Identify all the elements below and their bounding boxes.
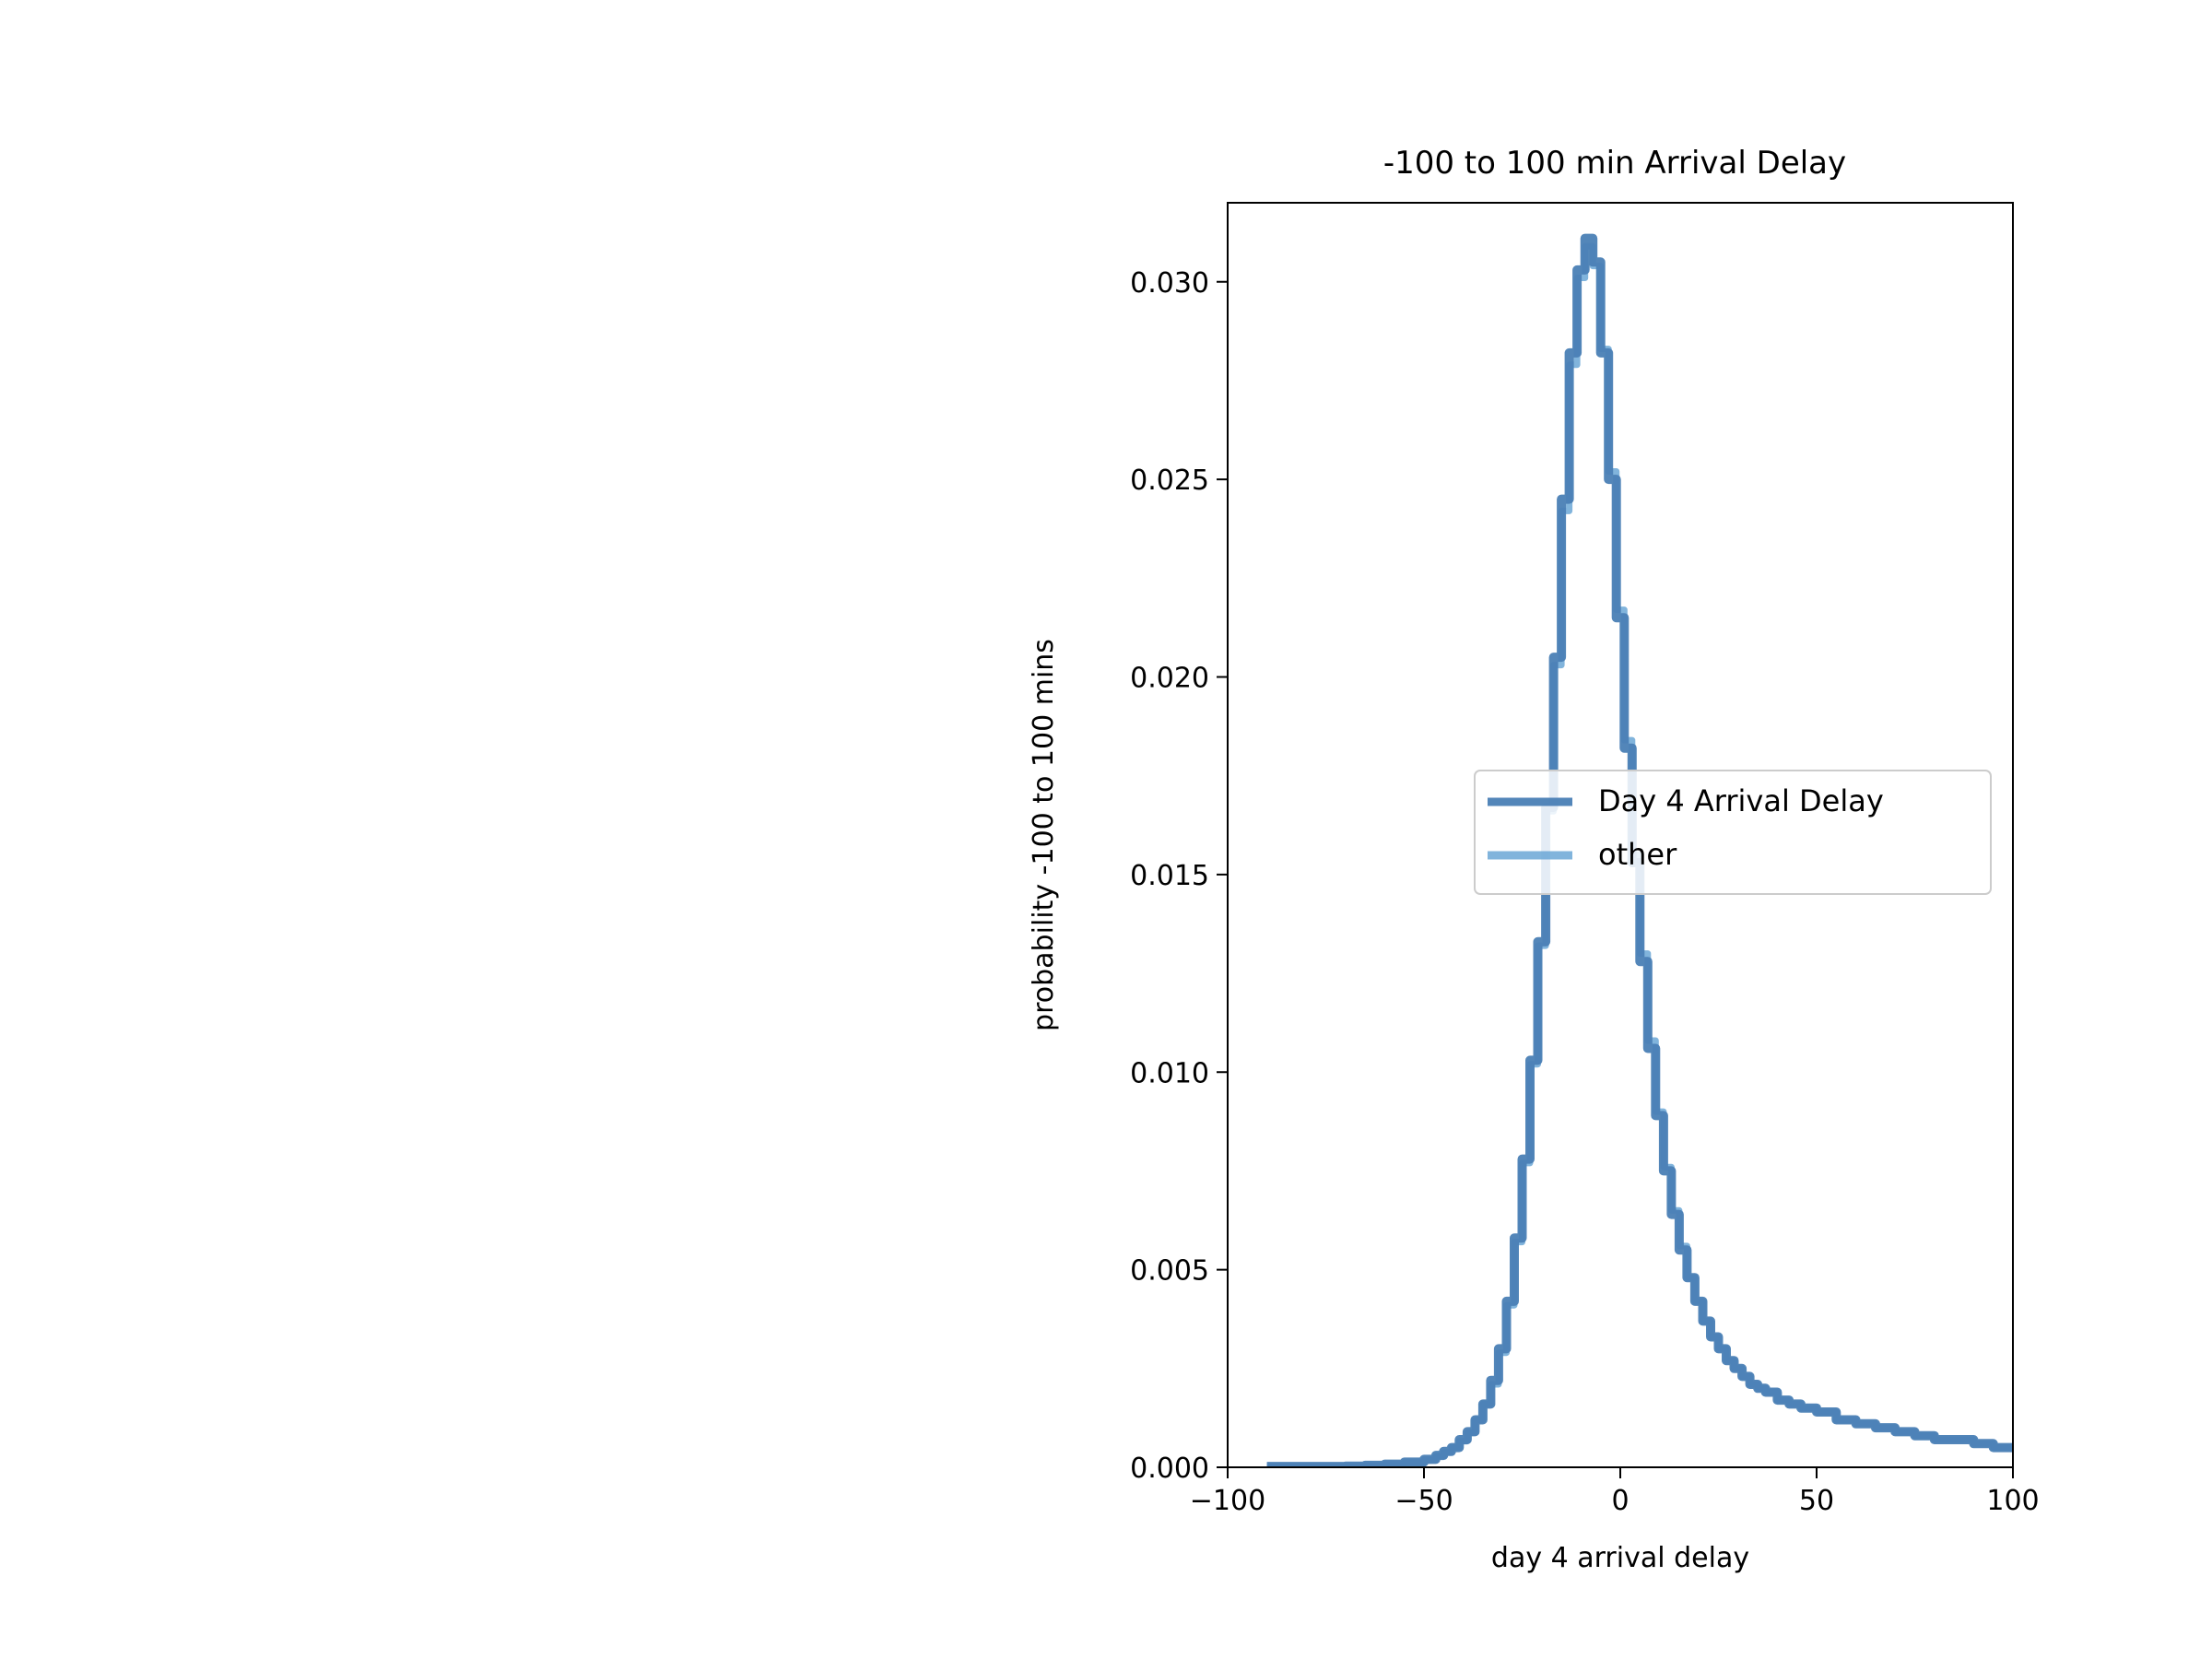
series-line-day-4-arrival-delay [1266,233,2013,1467]
y-tick-label: 0.030 [1130,267,1209,300]
legend: Day 4 Arrival Delay other [1474,770,1992,895]
legend-box [1474,770,1992,895]
x-axis-label: day 4 arrival delay [1491,1542,1749,1574]
y-tick-label: 0.020 [1130,663,1209,695]
y-tick-label: 0.000 [1130,1453,1209,1485]
y-tick-label: 0.025 [1130,465,1209,497]
chart-title: -100 to 100 min Arrival Delay [1383,145,1846,182]
y-tick-label: 0.005 [1130,1255,1209,1288]
y-tick-label: 0.010 [1130,1057,1209,1089]
y-axis-label: probability -100 to 100 mins [1028,639,1060,1031]
legend-label-other: other [1598,837,1677,872]
x-tick-label: −50 [1394,1485,1453,1517]
x-axis-ticks: −100 −50 0 50 100 [1190,1467,2040,1517]
x-tick-label: 100 [1986,1485,2039,1517]
x-tick-label: −100 [1190,1485,1265,1517]
legend-label-day-4-arrival-delay: Day 4 Arrival Delay [1598,783,1884,818]
y-tick-label: 0.015 [1130,860,1209,892]
x-tick-label: 0 [1611,1485,1629,1517]
series-layer [1266,233,2013,1467]
y-axis-ticks: 0.000 0.005 0.010 0.015 0.020 0.025 0.030 [1130,267,1228,1485]
x-tick-label: 50 [1799,1485,1834,1517]
